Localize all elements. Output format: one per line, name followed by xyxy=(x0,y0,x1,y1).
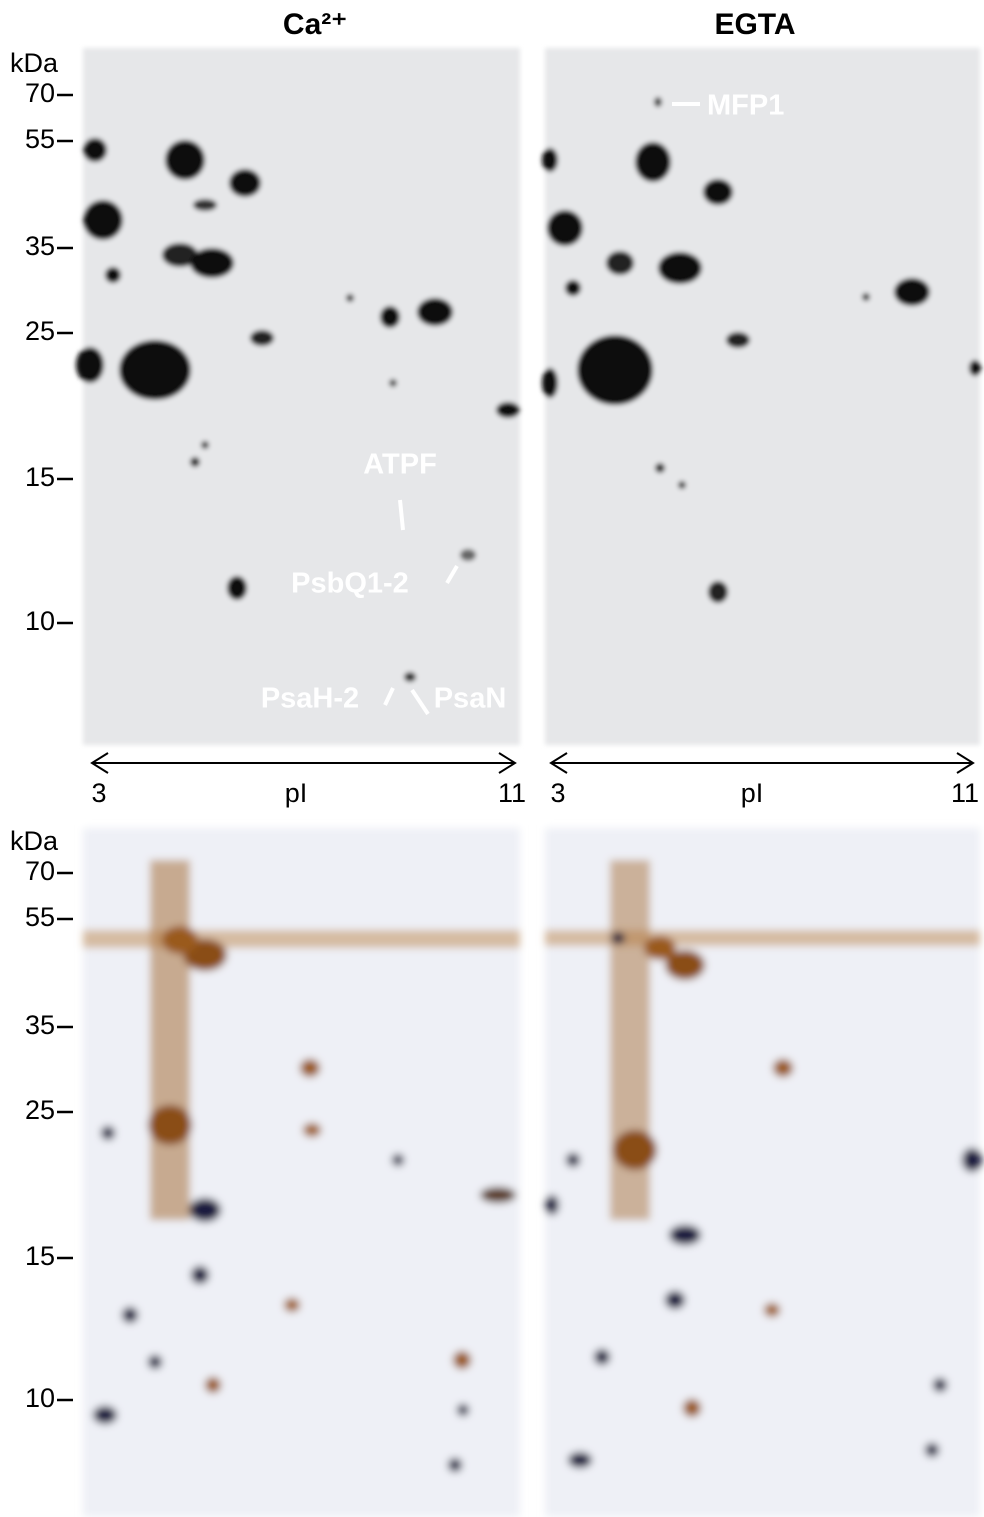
gel-image xyxy=(83,828,520,1517)
marker-label: 70 xyxy=(25,78,55,108)
pi-label: pI xyxy=(285,778,308,808)
pi-label: 11 xyxy=(951,778,979,808)
pi-label: 3 xyxy=(91,778,106,808)
marker-label: 15 xyxy=(25,462,55,492)
pi-label: pI xyxy=(741,778,764,808)
annotation: PsaH-2 xyxy=(261,683,359,715)
marker-label: 25 xyxy=(25,1095,55,1125)
pi-label: 11 xyxy=(498,778,526,808)
marker-label: 70 xyxy=(25,856,55,886)
gel-image xyxy=(542,48,981,745)
annotation: PsaN xyxy=(434,683,507,715)
column-title: EGTA xyxy=(714,8,795,41)
pi-label: 3 xyxy=(550,778,565,808)
annotation: MFP1 xyxy=(707,90,784,122)
gel-image xyxy=(76,48,520,745)
marker-axis: 70 55 35 25 15 10 xyxy=(25,856,73,1413)
marker-label: 35 xyxy=(25,231,55,261)
marker-label: 15 xyxy=(25,1241,55,1271)
annotation: ATPF xyxy=(363,449,437,481)
marker-axis: 70 55 35 25 15 10 xyxy=(25,78,73,636)
axis-unit: kDa xyxy=(10,826,59,856)
marker-label: 10 xyxy=(25,1383,55,1413)
annotation: PsbQ1-2 xyxy=(291,568,409,600)
pi-arrow xyxy=(90,752,975,774)
axis-unit: kDa xyxy=(10,48,59,78)
marker-label: 55 xyxy=(25,902,55,932)
gel-image xyxy=(545,828,982,1517)
marker-label: 35 xyxy=(25,1010,55,1040)
marker-label: 10 xyxy=(25,606,55,636)
column-title: Ca²⁺ xyxy=(283,8,347,41)
marker-label: 55 xyxy=(25,124,55,154)
marker-label: 25 xyxy=(25,316,55,346)
